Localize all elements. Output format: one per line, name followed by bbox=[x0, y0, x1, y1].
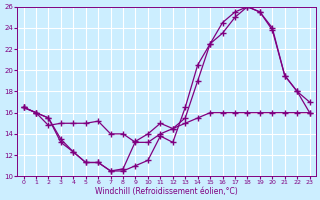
X-axis label: Windchill (Refroidissement éolien,°C): Windchill (Refroidissement éolien,°C) bbox=[95, 187, 238, 196]
